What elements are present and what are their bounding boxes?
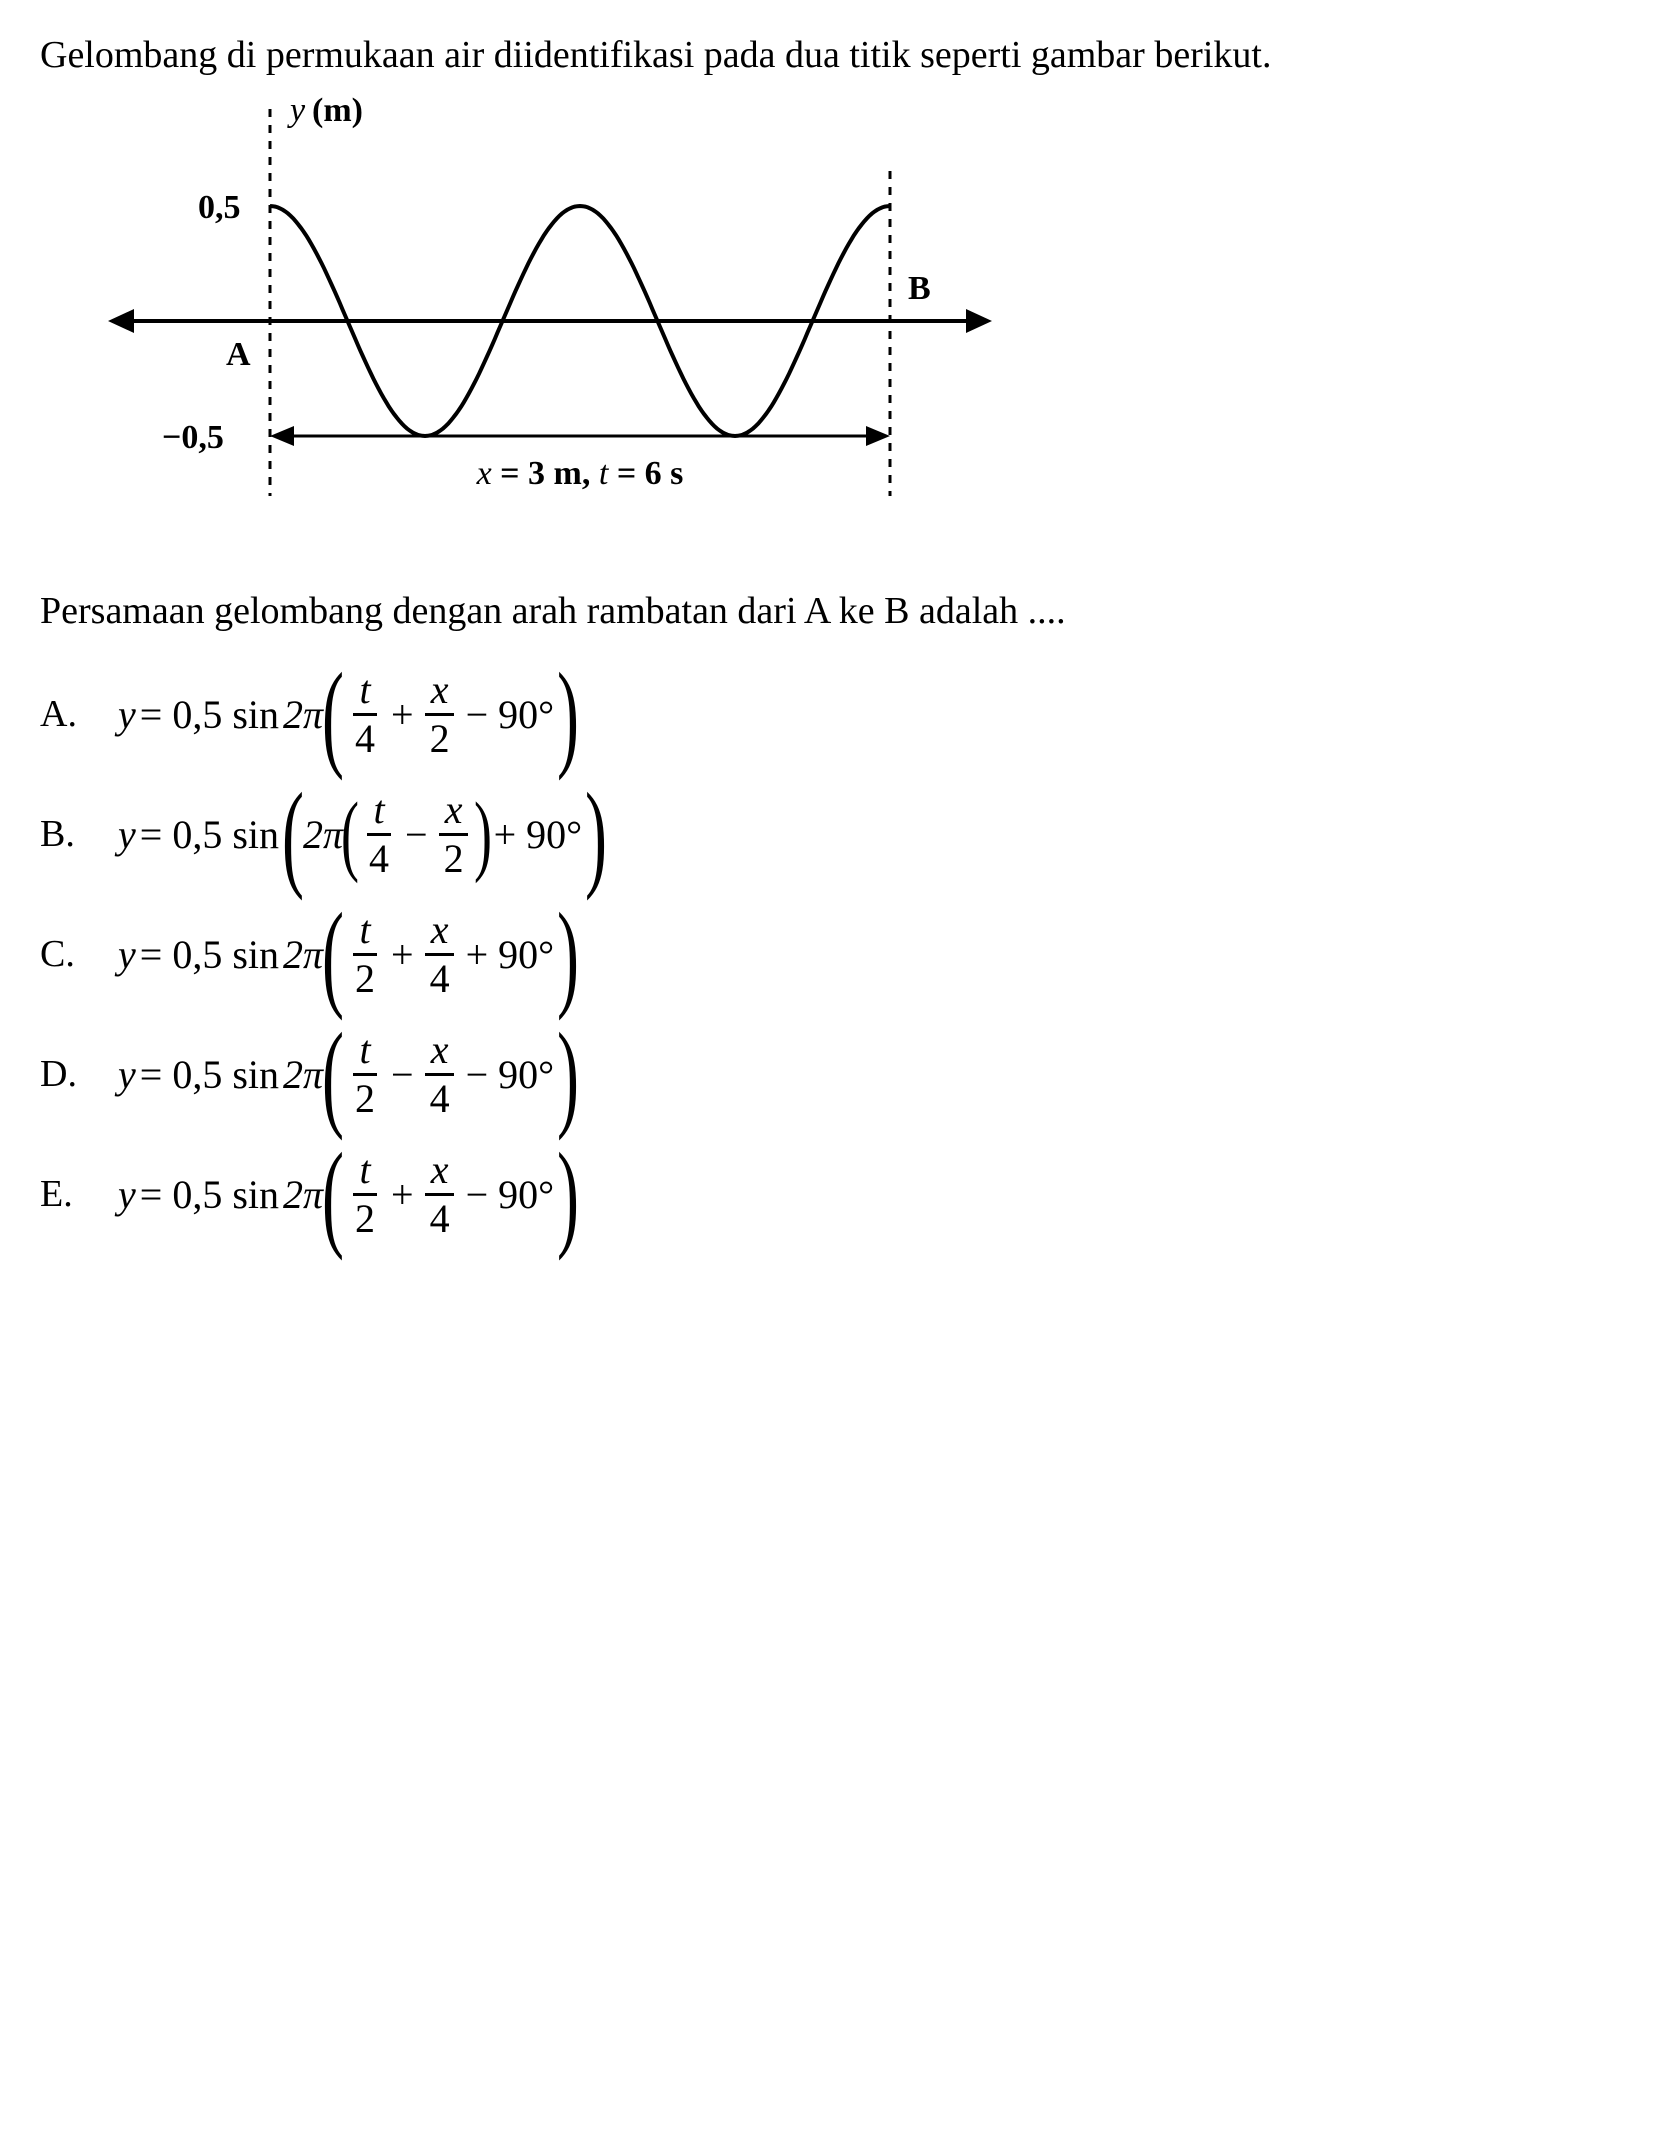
choice-equation: y = 0,5 sin 2π(t2−x4− 90°)	[118, 1021, 578, 1129]
intro-text: Gelombang di permukaan air diidentifikas…	[40, 30, 1618, 81]
answer-choice[interactable]: A. y = 0,5 sin 2π(t4+x2− 90°)	[40, 661, 1618, 769]
svg-text:B: B	[908, 270, 931, 307]
answer-choice[interactable]: D. y = 0,5 sin 2π(t2−x4− 90°)	[40, 1021, 1618, 1129]
choice-equation: y = 0,5 sin(2π(t4−x2)+ 90°)	[118, 781, 606, 889]
choice-letter: D.	[40, 1049, 90, 1100]
answer-choice[interactable]: E. y = 0,5 sin 2π(t2+x4− 90°)	[40, 1141, 1618, 1249]
svg-text:y: y	[287, 92, 306, 129]
choice-equation: y = 0,5 sin 2π(t2+x4+ 90°)	[118, 901, 578, 1009]
answer-choice[interactable]: C. y = 0,5 sin 2π(t2+x4+ 90°)	[40, 901, 1618, 1009]
wave-figure: y(m) 0,5 −0,5 A Bx = 3 m, t = 6 s	[100, 91, 1618, 565]
svg-text:(m): (m)	[312, 92, 363, 129]
choice-equation: y = 0,5 sin 2π(t2+x4− 90°)	[118, 1141, 578, 1249]
choice-letter: A.	[40, 689, 90, 740]
answer-choices: A. y = 0,5 sin 2π(t4+x2− 90°) B. y = 0,5 si…	[40, 661, 1618, 1249]
choice-letter: B.	[40, 809, 90, 860]
question-text: Persamaan gelombang dengan arah rambatan…	[40, 586, 1618, 637]
choice-letter: C.	[40, 929, 90, 980]
svg-text:0,5: 0,5	[198, 189, 241, 226]
svg-text:A: A	[226, 336, 251, 373]
svg-text:−0,5: −0,5	[162, 419, 224, 456]
choice-letter: E.	[40, 1169, 90, 1220]
choice-equation: y = 0,5 sin 2π(t4+x2− 90°)	[118, 661, 578, 769]
svg-text:x = 3 m, t = 6 s: x = 3 m, t = 6 s	[476, 455, 684, 492]
answer-choice[interactable]: B. y = 0,5 sin(2π(t4−x2)+ 90°)	[40, 781, 1618, 889]
